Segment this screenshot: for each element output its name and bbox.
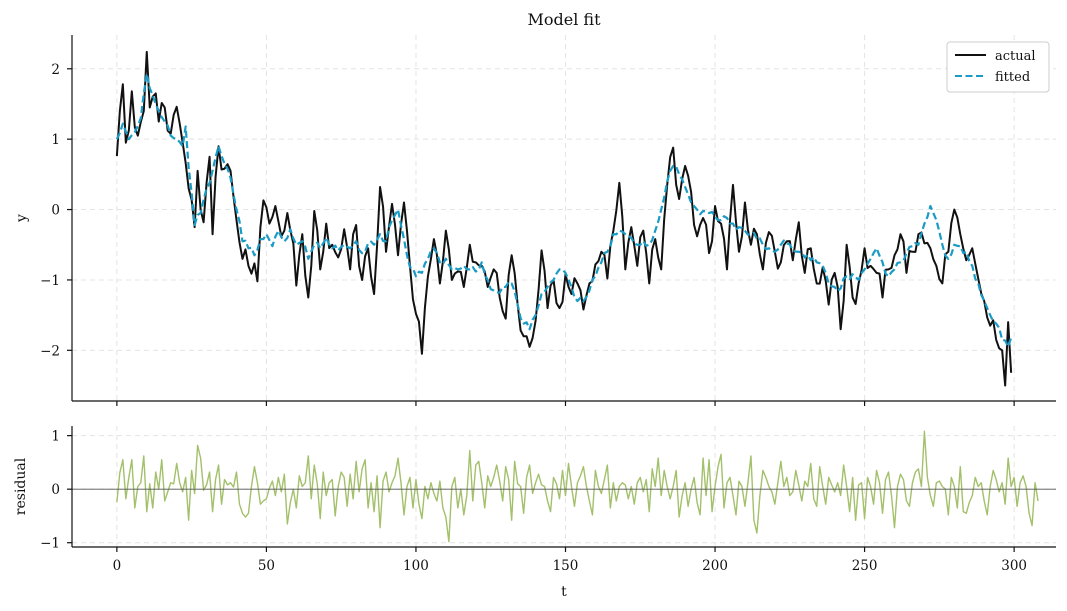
y-tick-label: 1 (51, 132, 60, 148)
y-tick-label: −1 (40, 536, 60, 552)
y-axis-label: y (14, 214, 30, 223)
y-axis-label: residual (13, 457, 29, 515)
x-tick-label: 300 (1001, 558, 1027, 574)
x-tick-label: 200 (702, 558, 728, 574)
series-line-fitted (115, 72, 1013, 348)
bottom-panel: −1 0 1 0 50 100 150 200 250 300 residual t (13, 426, 1056, 600)
chart-title: Model fit (527, 10, 601, 29)
x-tick-label: 0 (113, 558, 122, 574)
x-axis-label: t (561, 584, 567, 600)
legend-label-actual: actual (995, 49, 1036, 64)
y-tick-label: 0 (51, 482, 60, 498)
y-tick-label: 2 (51, 62, 60, 78)
y-tick-label: −1 (40, 273, 60, 289)
x-tick-label: 250 (852, 558, 878, 574)
x-tick-label: 150 (553, 558, 579, 574)
x-tick-label: 50 (258, 558, 275, 574)
x-tick-label: 100 (403, 558, 429, 574)
legend: actual fitted (946, 41, 1050, 93)
series-line-actual (115, 50, 1013, 387)
y-tick-label: 0 (51, 203, 60, 219)
top-panel: −2 −1 0 1 2 y actual fitted (14, 35, 1056, 406)
legend-label-fitted: fitted (995, 70, 1030, 85)
residual-line (116, 430, 1039, 543)
y-tick-label: 1 (51, 429, 60, 445)
y-tick-label: −2 (40, 343, 60, 359)
